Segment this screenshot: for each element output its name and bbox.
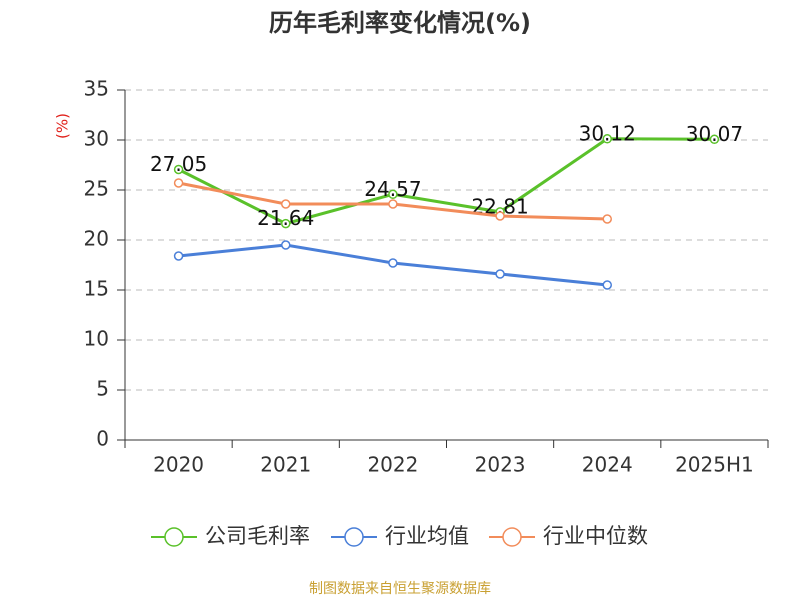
data-label: 21.64 [257,206,314,230]
series-line [177,137,715,226]
point [602,280,612,290]
x-tick-label: 2021 [260,453,311,477]
legend-marker [344,527,364,547]
point [173,251,184,261]
y-tick-label: 5 [96,377,109,401]
point [388,258,398,268]
chart-title: 历年毛利率变化情况(%) [269,9,531,37]
point [388,199,398,209]
y-tick-label: 10 [84,327,109,351]
point [173,164,184,175]
data-label: 27.05 [150,152,207,176]
point [602,214,612,224]
legend-marker [502,527,522,547]
x-tick-label: 2022 [367,453,418,477]
point [388,189,398,200]
y-tick-label: 15 [84,277,109,301]
y-tick-label: 25 [84,177,109,201]
point [602,134,612,144]
point [173,178,184,188]
point [281,218,291,229]
y-tick-label: 20 [84,227,109,251]
point [709,134,720,145]
point [281,199,291,209]
source-note: 制图数据来自恒生聚源数据库 [309,581,491,597]
point [281,240,291,250]
x-tick-label: 2025H1 [675,453,754,477]
legend-marker [164,527,184,547]
data-label: 30.07 [686,122,743,146]
x-tick-label: 2023 [475,453,526,477]
data-label: 30.12 [579,121,636,145]
legend-label: 行业中位数 [543,524,648,548]
data-label: 24.57 [364,177,421,201]
point [495,211,505,221]
point [495,269,505,279]
legend-label: 公司毛利率 [205,524,310,548]
y-axis-label: (%) [54,113,72,139]
legend-label: 行业均值 [385,524,469,548]
y-tick-label: 30 [84,127,109,151]
x-tick-label: 2024 [582,453,633,477]
y-tick-label: 35 [84,77,109,101]
y-tick-label: 0 [96,427,109,451]
x-tick-label: 2020 [153,453,204,477]
